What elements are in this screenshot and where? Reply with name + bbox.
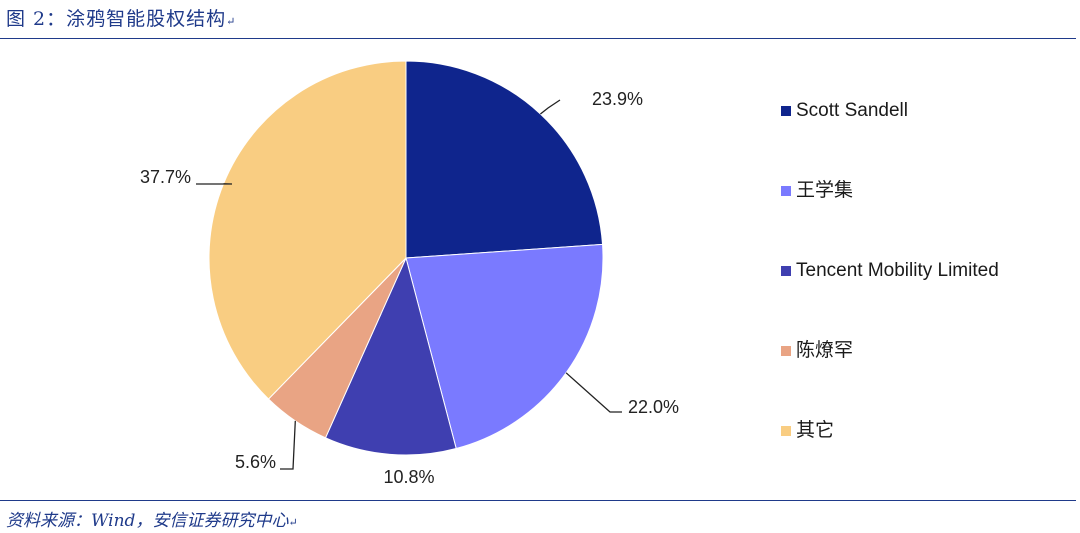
value-label: 37.7% bbox=[140, 167, 191, 187]
pie-chart: 23.9% 22.0% 10.8% 5.6% 37.7% Scott Sandell 王学… bbox=[140, 60, 999, 487]
legend-label: 其它 bbox=[796, 419, 834, 441]
pie-slice bbox=[405, 60, 604, 259]
source-note: 资料来源：Wind，安信证券研究中心↵ bbox=[6, 511, 298, 531]
source-rule bbox=[0, 500, 1076, 501]
pie-slice bbox=[405, 243, 604, 450]
value-label: 5.6% bbox=[235, 452, 276, 472]
value-label: 10.8% bbox=[383, 467, 434, 487]
legend-swatch bbox=[781, 266, 791, 276]
leader-line bbox=[539, 99, 561, 115]
legend-swatch bbox=[781, 186, 791, 196]
figure-title: 图 2：涂鸦智能股权结构↵ bbox=[6, 8, 237, 30]
legend-swatch bbox=[781, 106, 791, 116]
leader-line bbox=[280, 420, 296, 470]
legend-label: Scott Sandell bbox=[796, 100, 908, 121]
value-label: 23.9% bbox=[592, 89, 643, 109]
leader-line bbox=[565, 372, 622, 413]
title-rule bbox=[0, 38, 1076, 39]
legend-label: Tencent Mobility Limited bbox=[796, 260, 999, 281]
pie-slice bbox=[324, 256, 457, 456]
legend-swatch bbox=[781, 346, 791, 356]
value-label: 22.0% bbox=[628, 397, 679, 417]
legend-label: 王学集 bbox=[796, 179, 853, 201]
legend-swatch bbox=[781, 426, 791, 436]
legend-label: 陈燎罕 bbox=[796, 339, 853, 361]
